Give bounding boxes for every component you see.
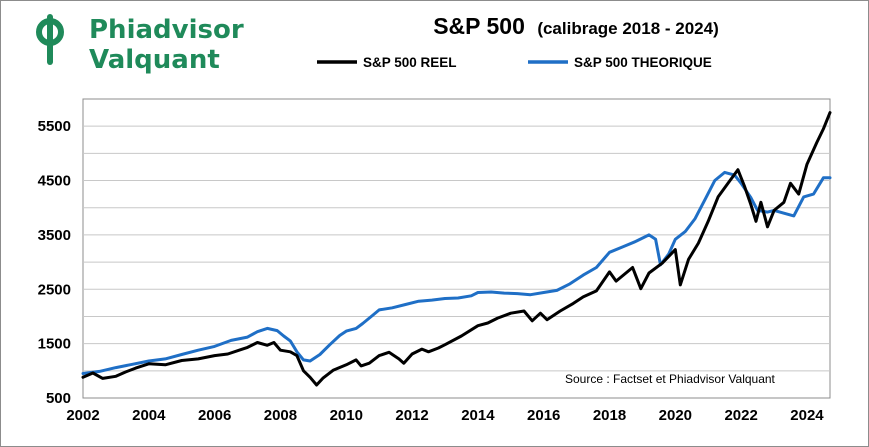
brand-name-line1: Phiadvisor — [89, 15, 244, 45]
series-line-reel — [81, 111, 832, 387]
y-tick-label-2500: 2500 — [38, 281, 71, 298]
y-tick-label-5500: 5500 — [38, 118, 71, 135]
legend-label-reel: S&P 500 REEL — [363, 55, 457, 70]
legend-label-theorique: S&P 500 THEORIQUE — [574, 55, 712, 70]
y-tick-label-4500: 4500 — [38, 173, 71, 190]
chart-title-line: S&P 500 (calibrage 2018 - 2024) — [433, 13, 719, 39]
plot-area — [82, 98, 831, 399]
chart-title: S&P 500 — [433, 13, 525, 39]
y-tick-label-1500: 1500 — [38, 336, 71, 353]
x-tick-label-2010: 2010 — [330, 407, 363, 424]
x-tick-label-2002: 2002 — [66, 407, 99, 424]
chart-subtitle: (calibrage 2018 - 2024) — [537, 19, 718, 38]
x-tick-label-2020: 2020 — [659, 407, 692, 424]
source-note: Source : Factset et Phiadvisor Valquant — [565, 372, 776, 386]
x-tick-label-2004: 2004 — [132, 407, 166, 424]
x-axis-tick-labels: 2002 2004 2006 2008 2010 2012 2014 2016 2018 2020… — [66, 407, 824, 424]
x-tick-label-2022: 2022 — [724, 407, 757, 424]
x-tick-label-2006: 2006 — [198, 407, 231, 424]
x-tick-label-2016: 2016 — [527, 407, 560, 424]
phiadvisor-logo-icon — [36, 14, 64, 65]
x-tick-label-2018: 2018 — [593, 407, 626, 424]
gridlines — [83, 125, 830, 372]
brand-name-line2: Valquant — [89, 45, 220, 75]
x-tick-label-2014: 2014 — [461, 407, 495, 424]
y-axis-tick-labels: 500 1500 2500 3500 4500 5500 — [38, 118, 71, 407]
series-lines — [81, 111, 832, 387]
x-tick-label-2008: 2008 — [264, 407, 297, 424]
series-line-theorique — [81, 170, 832, 375]
y-tick-label-3500: 3500 — [38, 227, 71, 244]
phiadvisor-logo: Phiadvisor Valquant — [36, 14, 244, 75]
x-tick-label-2012: 2012 — [395, 407, 428, 424]
legend: S&P 500 REEL S&P 500 THEORIQUE — [317, 55, 712, 70]
x-tick-label-2024: 2024 — [790, 407, 824, 424]
y-tick-label-500: 500 — [46, 390, 71, 407]
